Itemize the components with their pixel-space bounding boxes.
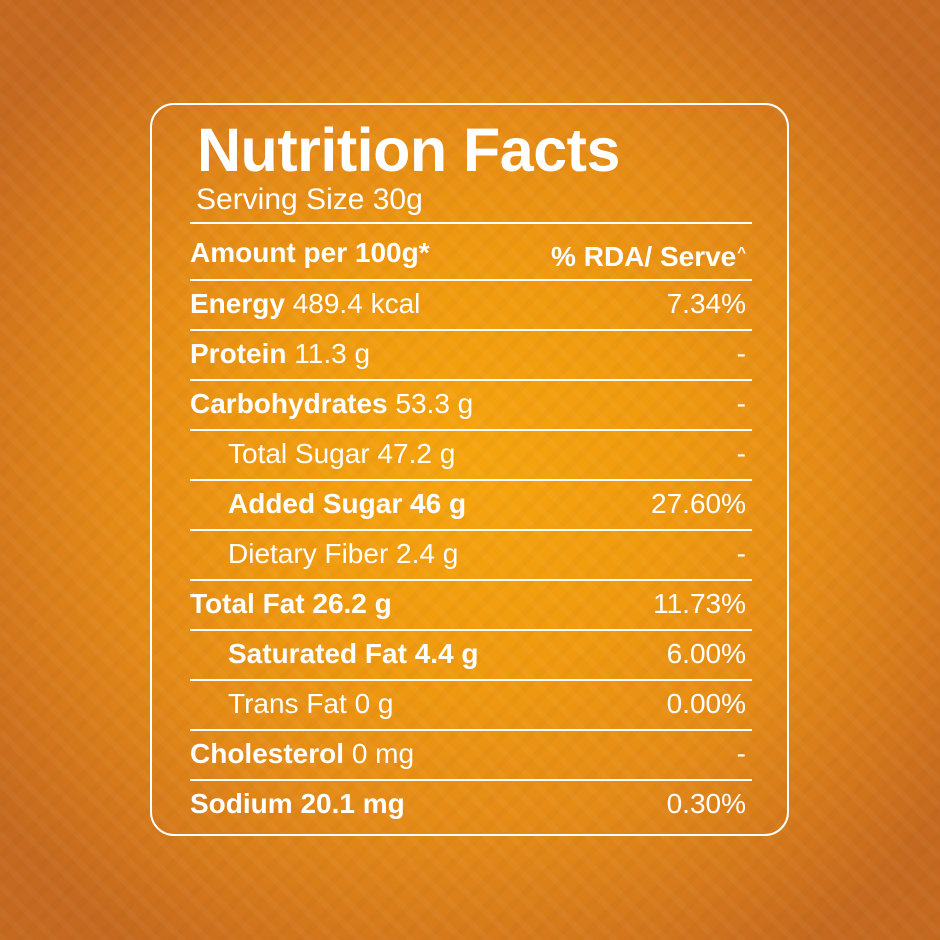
divider [190,529,752,531]
nutrient-rda: - [736,438,746,469]
nutrient-name: Saturated Fat [228,638,407,669]
divider [190,479,752,481]
panel-title: Nutrition Facts [197,116,620,184]
divider [190,729,752,731]
nutrient-rda: - [736,738,746,769]
nutrient-amount: 0 g [354,688,394,719]
nutrient-name: Total Fat [190,588,305,619]
divider [190,329,752,331]
nutrient-amount: 20.1 mg [300,788,405,819]
row-label: Trans Fat 0 g [228,679,394,729]
nutrient-name: Total Sugar [228,438,370,469]
divider [190,279,752,281]
table-row-trans-fat: Trans Fat 0 g 0.00% [190,679,746,729]
divider [190,679,752,681]
nutrient-rda: - [736,338,746,369]
table-row-saturated-fat: Saturated Fat 4.4 g 6.00% [190,629,746,679]
nutrient-amount: 53.3 g [395,388,474,419]
divider [190,379,752,381]
nutrient-amount: 0 mg [351,738,415,769]
nutrient-amount: 489.4 kcal [292,288,421,319]
nutrient-amount: 47.2 g [377,438,456,469]
nutrient-name: Dietary Fiber [228,538,389,569]
divider [190,629,752,631]
nutrient-name: Carbohydrates [190,388,388,419]
table-row-added-sugar: Added Sugar 46 g 27.60% [190,479,746,529]
divider [190,222,752,224]
header-rda-caret: ^ [737,244,746,261]
table-row-sodium: Sodium 20.1 mg 0.30% [190,779,746,829]
table-row-cholesterol: Cholesterol 0 mg - [190,729,746,779]
nutrient-rda: - [736,388,746,419]
row-label: Carbohydrates 53.3 g [190,379,473,429]
nutrition-panel [150,103,789,836]
nutrient-rda: 11.73% [653,588,746,619]
header-rda-text: % RDA/ Serve [551,241,737,272]
row-label: Dietary Fiber 2.4 g [228,529,458,579]
nutrient-amount: 11.3 g [294,338,371,369]
nutrient-amount: 2.4 g [396,538,459,569]
nutrient-rda: - [736,538,746,569]
table-row-protein: Protein 11.3 g - [190,329,746,379]
divider [190,579,752,581]
header-rda-label: % RDA/ Serve^ [551,228,746,282]
table-header: Amount per 100g* % RDA/ Serve^ [190,228,746,278]
table-row-total-sugar: Total Sugar 47.2 g - [190,429,746,479]
nutrient-name: Energy [190,288,285,319]
row-label: Sodium 20.1 mg [190,779,405,829]
table-row-carbohydrates: Carbohydrates 53.3 g - [190,379,746,429]
row-label: Total Sugar 47.2 g [228,429,455,479]
nutrient-amount: 26.2 g [312,588,392,619]
serving-size: Serving Size 30g [196,183,423,216]
table-row-dietary-fiber: Dietary Fiber 2.4 g - [190,529,746,579]
nutrient-rda: 0.30% [666,788,746,819]
nutrient-amount: 46 g [410,488,467,519]
nutrient-name: Added Sugar [228,488,403,519]
nutrient-rda: 0.00% [666,688,746,719]
row-label: Energy 489.4 kcal [190,279,420,329]
nutrient-rda: 27.60% [651,488,746,519]
row-label: Saturated Fat 4.4 g [228,629,479,679]
divider [190,429,752,431]
table-row-total-fat: Total Fat 26.2 g 11.73% [190,579,746,629]
nutrient-name: Sodium [190,788,293,819]
row-label: Cholesterol 0 mg [190,729,414,779]
nutrient-amount: 4.4 g [414,638,479,669]
row-label: Total Fat 26.2 g [190,579,392,629]
nutrient-name: Protein [190,338,287,369]
divider [190,779,752,781]
nutrient-name: Trans Fat [228,688,347,719]
nutrient-rda: 7.34% [666,288,746,319]
nutrient-rda: 6.00% [666,638,746,669]
table-row-energy: Energy 489.4 kcal 7.34% [190,279,746,329]
nutrient-name: Cholesterol [190,738,345,769]
row-label: Protein 11.3 g [190,329,370,379]
header-amount-label: Amount per 100g* [190,237,430,268]
row-label: Added Sugar 46 g [228,479,466,529]
